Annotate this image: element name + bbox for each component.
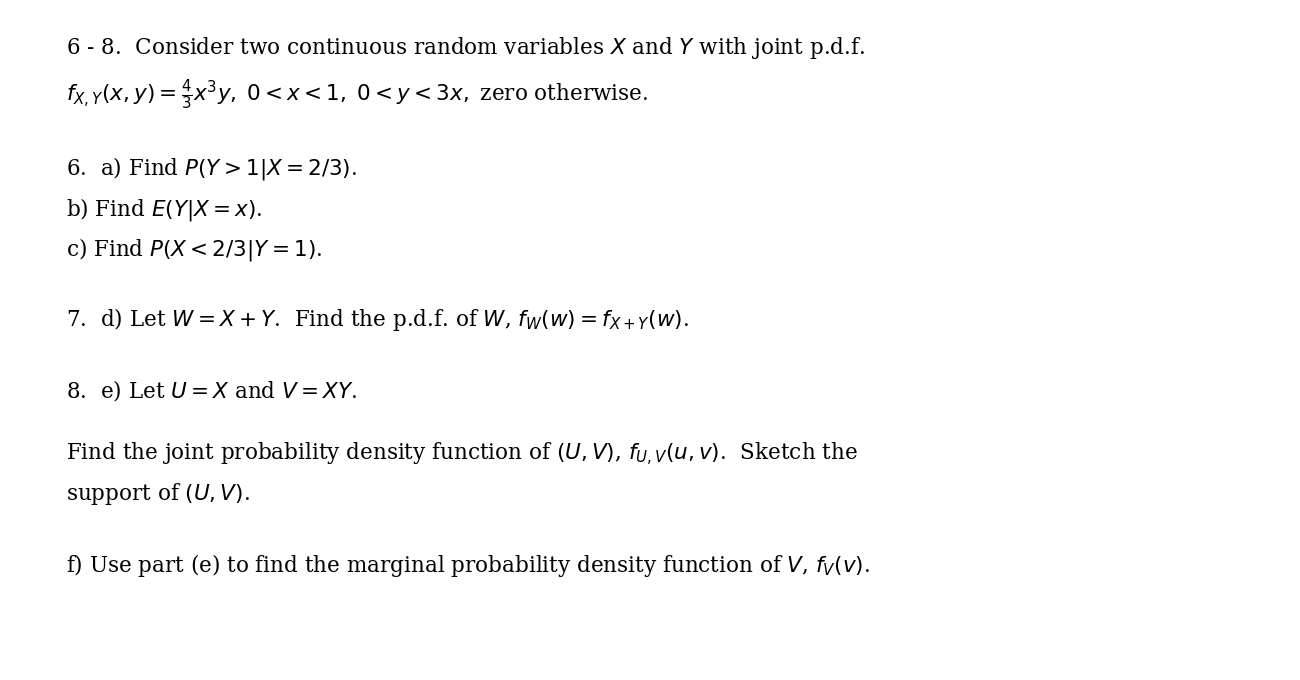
Text: 6 - 8.  Consider two continuous random variables $X$ and $Y$ with joint p.d.f.: 6 - 8. Consider two continuous random va… (66, 35, 866, 61)
Text: f) Use part (e) to find the marginal probability density function of $V$, $f_V(v: f) Use part (e) to find the marginal pro… (66, 551, 870, 579)
Text: $f_{X,Y}(x, y) = \frac{4}{3}x^3y,\; 0 < x < 1,\; 0 < y < 3x,$ zero otherwise.: $f_{X,Y}(x, y) = \frac{4}{3}x^3y,\; 0 < … (66, 78, 649, 112)
Text: Find the joint probability density function of $(U, V)$, $f_{U,V}(u, v)$.  Sketc: Find the joint probability density funct… (66, 441, 858, 468)
Text: c) Find $P(X < 2/3 | Y = 1)$.: c) Find $P(X < 2/3 | Y = 1)$. (66, 236, 322, 263)
Text: support of $(U, V)$.: support of $(U, V)$. (66, 481, 250, 507)
Text: 7.  d) Let $W = X + Y$.  Find the p.d.f. of $W$, $f_W(w) = f_{X+Y}(w)$.: 7. d) Let $W = X + Y$. Find the p.d.f. o… (66, 307, 689, 333)
Text: b) Find $E(Y | X = x)$.: b) Find $E(Y | X = x)$. (66, 196, 263, 222)
Text: 8.  e) Let $U = X$ and $V = XY$.: 8. e) Let $U = X$ and $V = XY$. (66, 378, 358, 403)
Text: 6.  a) Find $P(Y > 1 | X = 2/3)$.: 6. a) Find $P(Y > 1 | X = 2/3)$. (66, 155, 358, 182)
